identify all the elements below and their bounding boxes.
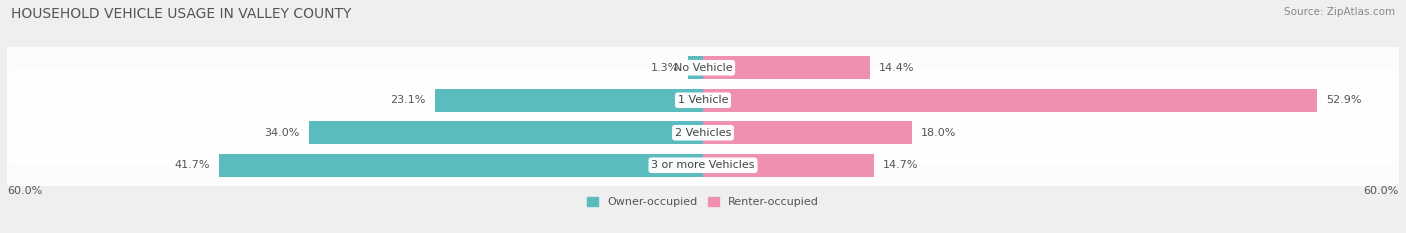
Bar [434, 89, 703, 112]
Text: 60.0%: 60.0% [1364, 186, 1399, 196]
Bar [703, 56, 870, 79]
FancyBboxPatch shape [7, 134, 1399, 197]
Legend: Owner-occupied, Renter-occupied: Owner-occupied, Renter-occupied [582, 193, 824, 212]
Text: 14.7%: 14.7% [883, 160, 918, 170]
Text: HOUSEHOLD VEHICLE USAGE IN VALLEY COUNTY: HOUSEHOLD VEHICLE USAGE IN VALLEY COUNTY [11, 7, 352, 21]
Bar [703, 121, 912, 144]
Text: 18.0%: 18.0% [921, 128, 956, 138]
Text: 1.3%: 1.3% [651, 63, 679, 73]
Text: 1 Vehicle: 1 Vehicle [678, 95, 728, 105]
Text: 2 Vehicles: 2 Vehicles [675, 128, 731, 138]
FancyBboxPatch shape [7, 36, 1399, 99]
Bar [703, 154, 873, 177]
Text: 23.1%: 23.1% [391, 95, 426, 105]
Bar [703, 89, 1316, 112]
Text: Source: ZipAtlas.com: Source: ZipAtlas.com [1284, 7, 1395, 17]
Text: No Vehicle: No Vehicle [673, 63, 733, 73]
Bar [688, 56, 703, 79]
Text: 41.7%: 41.7% [174, 160, 209, 170]
FancyBboxPatch shape [7, 69, 1399, 132]
Text: 3 or more Vehicles: 3 or more Vehicles [651, 160, 755, 170]
Text: 52.9%: 52.9% [1326, 95, 1361, 105]
Text: 60.0%: 60.0% [7, 186, 42, 196]
Text: 14.4%: 14.4% [879, 63, 915, 73]
Text: 34.0%: 34.0% [264, 128, 299, 138]
FancyBboxPatch shape [7, 101, 1399, 164]
Bar [308, 121, 703, 144]
Bar [219, 154, 703, 177]
